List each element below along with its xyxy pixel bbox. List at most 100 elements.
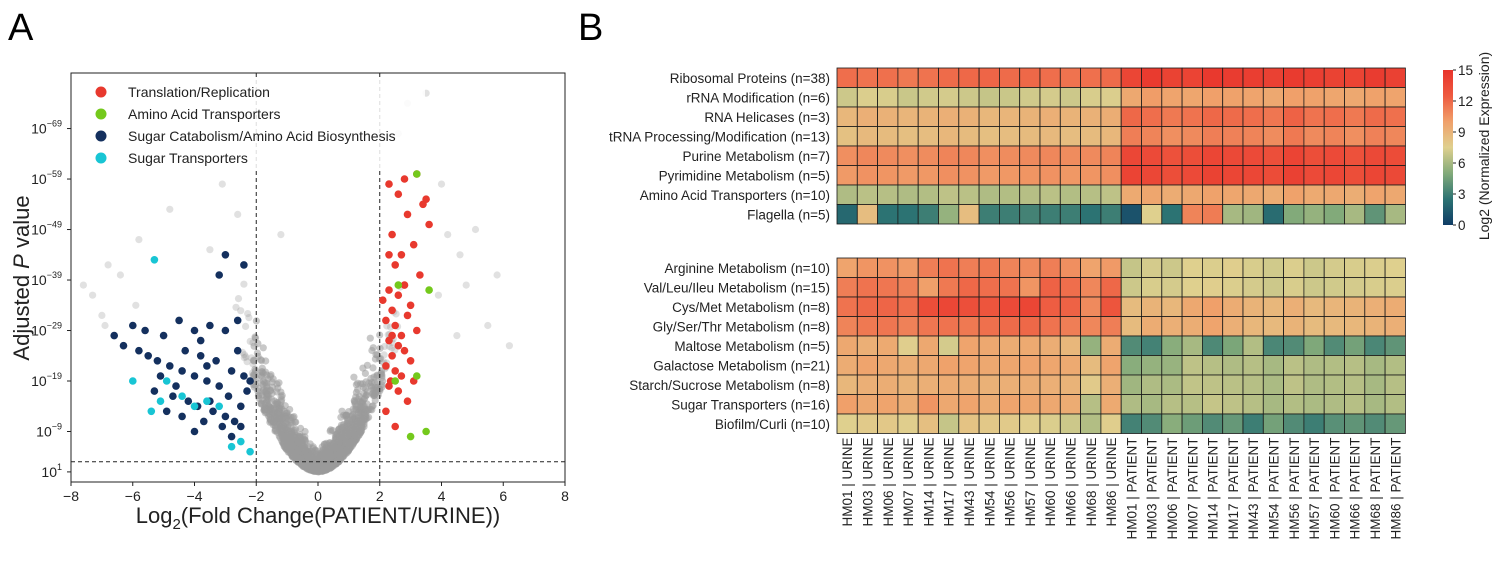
background-point: [242, 353, 250, 361]
heatmap-cell: [1100, 277, 1122, 298]
heatmap-cell: [1364, 296, 1386, 317]
heatmap-cell: [1080, 257, 1102, 278]
heatmap-cell: [856, 355, 878, 376]
heatmap-cell: [999, 67, 1021, 88]
heatmap-cell: [999, 394, 1021, 415]
heatmap-cell: [1161, 67, 1183, 88]
colorbar-gradient: [1443, 70, 1453, 225]
series-point-3: [237, 437, 245, 446]
heatmap-cell: [958, 87, 980, 108]
heatmap-cell: [1120, 413, 1142, 434]
series-point-2: [233, 316, 242, 325]
series-point-2: [218, 422, 227, 431]
heatmap-cell: [1262, 316, 1285, 337]
heatmap-cell: [1059, 204, 1082, 225]
series-point-0: [394, 190, 403, 198]
series-point-2: [175, 316, 183, 325]
heatmap-cell: [1242, 204, 1264, 225]
heatmap-cell: [1181, 394, 1203, 415]
background-point: [234, 295, 243, 303]
series-point-0: [385, 286, 393, 294]
heatmap-cell: [917, 145, 939, 166]
heatmap-cell: [978, 126, 1000, 147]
series-point-2: [135, 346, 143, 355]
heatmap-cell: [999, 296, 1021, 317]
heatmap-cell: [978, 257, 1000, 278]
heatmap-cell: [1141, 106, 1163, 127]
heatmap-cell: [958, 67, 980, 88]
heatmap-cell: [856, 316, 878, 337]
background-point: [257, 379, 265, 387]
heatmap-cell: [1141, 413, 1163, 434]
heatmap-cell: [1019, 413, 1041, 434]
heatmap-cell: [1364, 204, 1386, 225]
series-point-2: [141, 326, 149, 335]
background-point: [358, 420, 366, 428]
heatmap-cell: [1242, 126, 1264, 147]
series-point-2: [215, 382, 223, 390]
heatmap-cell: [999, 257, 1021, 278]
heatmap-column-label: HM68 | PATIENT: [1368, 438, 1383, 540]
heatmap-cell: [999, 413, 1021, 434]
heatmap-cell: [1242, 184, 1264, 205]
heatmap-cell: [1181, 277, 1203, 298]
heatmap-cell: [1039, 277, 1061, 298]
y-tick-label: 10−69: [31, 119, 62, 137]
heatmap-cell: [1323, 296, 1345, 317]
heatmap-cell: [1202, 296, 1224, 317]
heatmap-row-label: Pyrimidine Metabolism (n=5): [659, 168, 830, 183]
series-point-0: [397, 331, 406, 340]
heatmap-cell: [1080, 374, 1102, 395]
background-point: [89, 291, 97, 299]
heatmap-cell: [999, 126, 1021, 147]
series-point-0: [400, 175, 409, 183]
heatmap-cell: [1262, 355, 1285, 376]
background-point: [234, 210, 242, 218]
heatmap-cell: [958, 204, 980, 225]
heatmap-cell: [958, 355, 980, 376]
background-point: [306, 455, 314, 463]
series-point-2: [153, 357, 162, 365]
heatmap-cell: [978, 277, 1000, 298]
heatmap-cell: [1242, 335, 1264, 356]
heatmap-cell: [877, 145, 899, 166]
heatmap-cell: [1283, 67, 1305, 88]
heatmap-cell: [1283, 204, 1305, 225]
series-point-2: [221, 251, 230, 259]
heatmap-cell: [978, 316, 1000, 337]
heatmap-cell: [1202, 184, 1224, 205]
background-point: [356, 404, 365, 412]
heatmap-cell: [1161, 413, 1183, 434]
background-point: [268, 395, 276, 403]
heatmap-cell: [917, 126, 939, 147]
heatmap-row-label: Sugar Transporters (n=16): [671, 397, 830, 412]
volcano-plot: −8 −6 −4 −2 0 2 4 6 8 101 10−9 10−19 10−29 10−39 10−4…: [9, 72, 569, 533]
heatmap-column-label: HM60 | PATIENT: [1327, 438, 1342, 540]
series-point-2: [190, 427, 199, 436]
heatmap-row-label: Maltose Metabolism (n=5): [674, 339, 830, 354]
series-point-0: [403, 397, 412, 406]
heatmap-cell: [1344, 87, 1366, 108]
heatmap-cell: [1384, 165, 1406, 186]
background-point: [251, 334, 260, 342]
x-tick-label: 2: [376, 488, 384, 504]
heatmap-cell: [1222, 296, 1244, 317]
series-point-3: [150, 255, 159, 264]
background-point: [243, 358, 251, 366]
heatmap-row-label: Gly/Ser/Thr Metabolism (n=8): [653, 319, 830, 334]
heatmap: Ribosomal Proteins (n=38) rRNA Modificati…: [609, 52, 1492, 540]
series-point-0: [379, 296, 387, 305]
heatmap-cell: [836, 184, 858, 205]
background-point: [250, 357, 258, 365]
background-point: [135, 236, 143, 244]
background-point: [240, 354, 248, 362]
heatmap-cell: [836, 335, 858, 356]
heatmap-column-label: HM43 | PATIENT: [1246, 438, 1261, 540]
background-point: [338, 407, 346, 415]
background-point: [273, 399, 281, 407]
heatmap-cell: [897, 184, 919, 205]
background-point: [263, 383, 271, 391]
heatmap-cell: [1283, 257, 1305, 278]
heatmap-cell: [1039, 204, 1061, 225]
heatmap-cell: [1344, 67, 1366, 88]
